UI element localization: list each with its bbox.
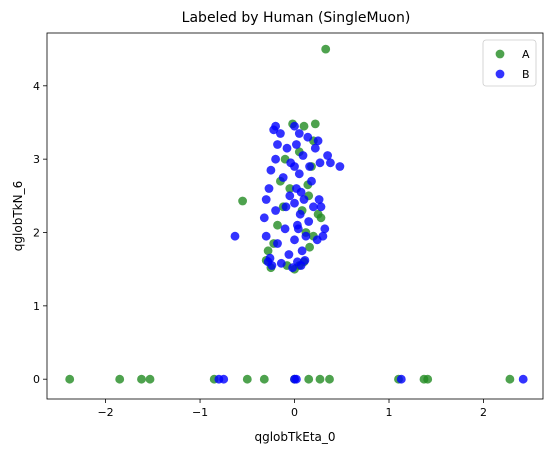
series-a-point [137,374,146,384]
series-b-point [285,191,295,201]
series-a-point [145,374,155,384]
series-b-point [286,158,296,168]
series-a-point [115,374,125,384]
series-b-point [282,143,292,153]
legend-marker-b [495,69,505,79]
series-b-point [298,151,308,160]
y-axis-label: qglobTkN_6 [11,181,25,251]
points-layer [65,44,528,384]
series-a-point [423,374,433,384]
series-b-point [303,132,313,142]
series-b-point [294,169,304,179]
series-b-point [290,235,299,245]
series-b-point [278,173,288,182]
series-b-point [294,129,304,138]
series-b-point [264,184,274,193]
series-b-point [304,217,314,226]
series-a-point [310,119,320,129]
series-b-point [281,202,291,212]
series-a-point [316,213,326,223]
chart-title: Labeled by Human (SingleMuon) [182,10,411,26]
series-b-point [280,224,290,234]
series-b-point [230,231,240,241]
y-tick-label: 2 [33,227,40,240]
legend: AB [482,39,537,87]
series-b-point [265,253,275,263]
series-b-point [396,374,406,384]
series-b-point [335,162,345,171]
series-b-point [309,202,318,212]
plot-area-frame [46,32,544,400]
x-tick-label: 1 [386,406,393,419]
series-a-point [285,184,295,193]
legend-marker-a [495,49,505,59]
series-b-point [297,246,307,256]
x-axis-label: qglobTkEta_0 [254,430,335,444]
series-a-point [65,374,75,384]
x-tick-label: −1 [192,406,208,419]
series-b-point [259,213,269,223]
series-b-point [288,263,297,273]
series-b-point [312,235,322,245]
series-b-point [271,154,280,164]
series-b-point [323,151,332,160]
series-b-point [290,198,299,208]
y-axis: 0 1 2 3 4 [33,80,47,386]
series-b-point [266,165,276,175]
series-a-point [315,374,325,384]
series-a-point [304,374,314,384]
series-a-point [505,374,515,384]
series-a-point [242,374,252,384]
y-tick-label: 1 [33,300,40,313]
series-b-point [299,195,309,204]
series-a-point [259,374,269,384]
series-b-point [315,158,325,168]
series-b-point [267,261,277,270]
y-tick-label: 4 [33,80,40,93]
series-b-point [292,374,301,384]
series-b-point [219,374,229,384]
series-b-point [293,224,303,234]
series-b-point [271,206,280,215]
series-b-point [284,250,294,259]
series-a-point [325,374,334,384]
series-b-point [314,195,324,204]
series-b-point [271,121,280,131]
series-b-point [292,140,301,149]
series-b-point [295,209,305,219]
x-tick-label: 2 [480,406,487,419]
y-tick-label: 3 [33,153,40,166]
series-b-point [261,231,271,241]
series-b-point [326,158,335,168]
series-a-point [263,246,273,256]
series-b-point [310,143,320,153]
legend-label-b: B [522,68,530,81]
series-b-point [273,239,282,248]
series-b-point [301,231,311,241]
series-a-point [238,196,248,206]
series-b-point [276,129,285,138]
series-b-point [313,136,323,146]
y-tick-label: 0 [33,373,40,386]
series-a-point [305,242,314,252]
x-axis: −2 −1 0 1 2 [97,399,487,419]
x-tick-label: −2 [97,406,113,419]
legend-label-a: A [522,48,530,61]
series-b-point [307,176,316,186]
series-a-point [273,220,282,230]
series-b-point [518,374,528,384]
series-b-point [276,258,286,268]
series-a-point [299,121,309,131]
series-b-point [320,224,330,234]
series-b-point [290,121,299,131]
series-b-point [300,256,310,265]
series-b-point [261,195,271,204]
series-b-point [316,202,326,212]
series-a-point [321,44,331,54]
series-b-point [273,140,282,149]
series-b-point [296,187,306,197]
x-tick-label: 0 [291,406,298,419]
series-b-point [305,162,314,171]
